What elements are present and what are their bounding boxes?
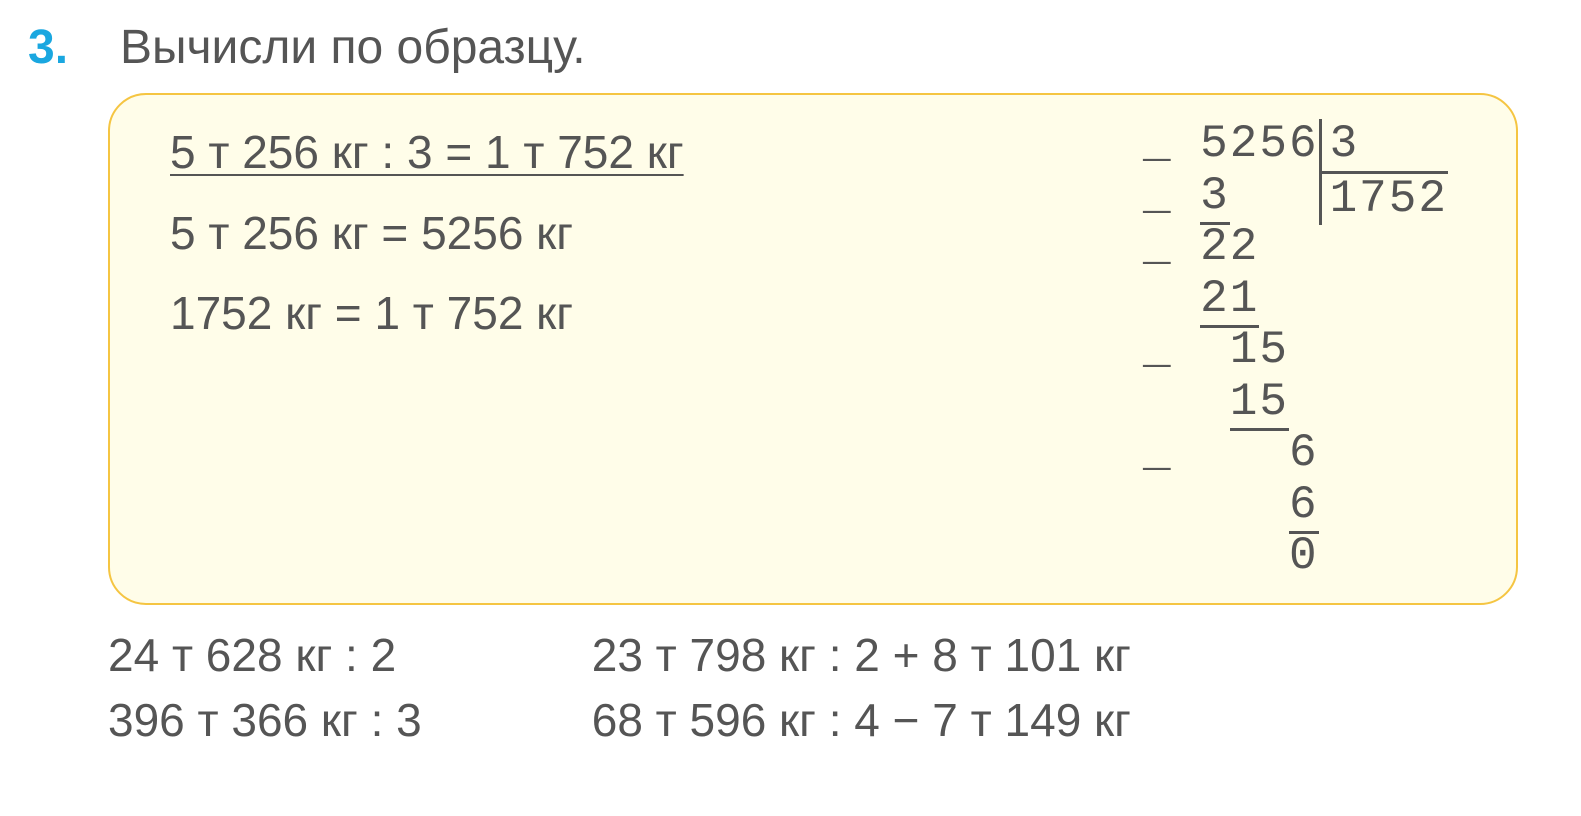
problems-column-1: 24 т 628 кг : 2 396 т 366 кг : 3: [108, 627, 422, 750]
worked-example-box: 5 т 256 кг : 3 = 1 т 752 кг 5 т 256 кг =…: [108, 93, 1518, 605]
problem-number: 3.: [28, 20, 68, 75]
problem-item: 23 т 798 кг : 2 + 8 т 101 кг: [592, 627, 1131, 685]
problem-item: 68 т 596 кг : 4 − 7 т 149 кг: [592, 692, 1131, 750]
example-steps: 5 т 256 кг : 3 = 1 т 752 кг 5 т 256 кг =…: [170, 119, 684, 583]
problem-item: 396 т 366 кг : 3: [108, 692, 422, 750]
example-line-1: 5 т 256 кг : 3 = 1 т 752 кг: [170, 119, 684, 186]
problem-item: 24 т 628 кг : 2: [108, 627, 422, 685]
long-division-working: _52563_3_22 21_ 15 15_ 6 6 01752: [1171, 119, 1478, 583]
example-line-3: 1752 кг = 1 т 752 кг: [170, 280, 684, 347]
example-line-2: 5 т 256 кг = 5256 кг: [170, 200, 684, 267]
problem-title: Вычисли по образцу.: [120, 20, 586, 75]
exercise-problems: 24 т 628 кг : 2 396 т 366 кг : 3 23 т 798…: [108, 627, 1541, 750]
problems-column-2: 23 т 798 кг : 2 + 8 т 101 кг 68 т 596 кг …: [592, 627, 1131, 750]
